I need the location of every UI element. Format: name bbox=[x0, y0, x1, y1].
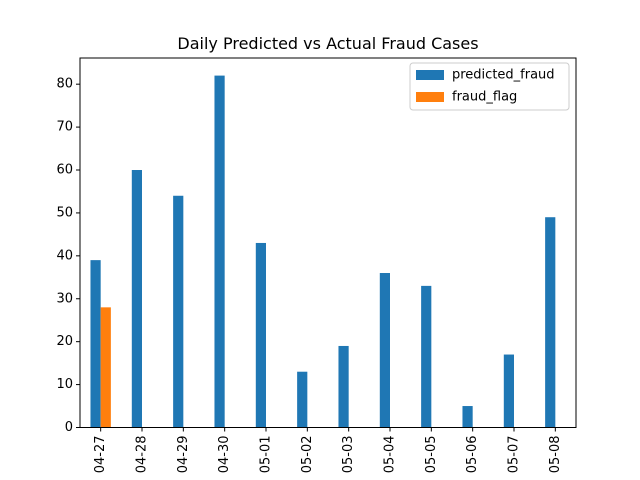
x-tick-label: 05-06 bbox=[465, 436, 480, 474]
bar-predicted-fraud-04-27 bbox=[90, 260, 101, 428]
bar-predicted-fraud-05-06 bbox=[462, 406, 473, 428]
x-tick-label: 05-07 bbox=[507, 436, 522, 474]
legend-swatch-fraud-flag bbox=[416, 92, 444, 102]
plot-frame bbox=[79, 57, 577, 428]
y-tick-label: 50 bbox=[56, 205, 73, 220]
x-tick-label: 05-03 bbox=[341, 436, 356, 474]
y-tick-label: 40 bbox=[56, 248, 73, 263]
legend-label-predicted-fraud: predicted_fraud bbox=[452, 68, 555, 83]
y-axis: 0 10 20 30 40 50 60 70 80 bbox=[56, 77, 80, 435]
bar-predicted-fraud-05-07 bbox=[503, 354, 514, 428]
bars bbox=[90, 75, 556, 428]
x-axis: 04-27 04-28 04-29 04-30 05-01 05-02 05-03 05-04… bbox=[93, 427, 563, 474]
x-tick-label: 05-01 bbox=[259, 436, 274, 474]
x-tick-label: 05-04 bbox=[383, 436, 398, 474]
bar-predicted-fraud-05-03 bbox=[338, 345, 349, 428]
y-tick-label: 80 bbox=[56, 77, 73, 92]
legend-label-fraud-flag: fraud_flag bbox=[452, 90, 517, 105]
x-tick-label: 05-02 bbox=[300, 436, 315, 474]
legend-box bbox=[409, 62, 570, 111]
y-tick-label: 30 bbox=[56, 291, 73, 306]
y-tick-label: 10 bbox=[56, 377, 73, 392]
bar-predicted-fraud-05-02 bbox=[297, 371, 308, 428]
bar-predicted-fraud-04-29 bbox=[173, 195, 184, 428]
x-tick-label: 04-27 bbox=[93, 436, 108, 474]
bar-predicted-fraud-05-08 bbox=[545, 217, 556, 428]
y-tick-label: 70 bbox=[56, 120, 73, 135]
bar-fraud-flag-04-27 bbox=[100, 307, 111, 428]
bar-predicted-fraud-04-30 bbox=[214, 75, 225, 428]
bar-predicted-fraud-04-28 bbox=[131, 170, 142, 428]
bar-predicted-fraud-05-05 bbox=[421, 285, 432, 428]
bar-predicted-fraud-05-04 bbox=[379, 273, 390, 428]
x-tick-label: 05-05 bbox=[424, 436, 439, 474]
bar-predicted-fraud-05-01 bbox=[255, 242, 266, 428]
y-tick-label: 60 bbox=[56, 163, 73, 178]
y-tick-label: 0 bbox=[65, 420, 73, 435]
chart-title: Daily Predicted vs Actual Fraud Cases bbox=[177, 34, 478, 53]
legend-swatch-predicted-fraud bbox=[416, 70, 444, 80]
x-tick-label: 04-28 bbox=[135, 436, 150, 474]
x-tick-label: 05-08 bbox=[548, 436, 563, 474]
x-tick-label: 04-30 bbox=[217, 436, 232, 474]
legend: predicted_fraud fraud_flag bbox=[409, 62, 570, 111]
y-tick-label: 20 bbox=[56, 334, 73, 349]
x-tick-label: 04-29 bbox=[176, 436, 191, 474]
